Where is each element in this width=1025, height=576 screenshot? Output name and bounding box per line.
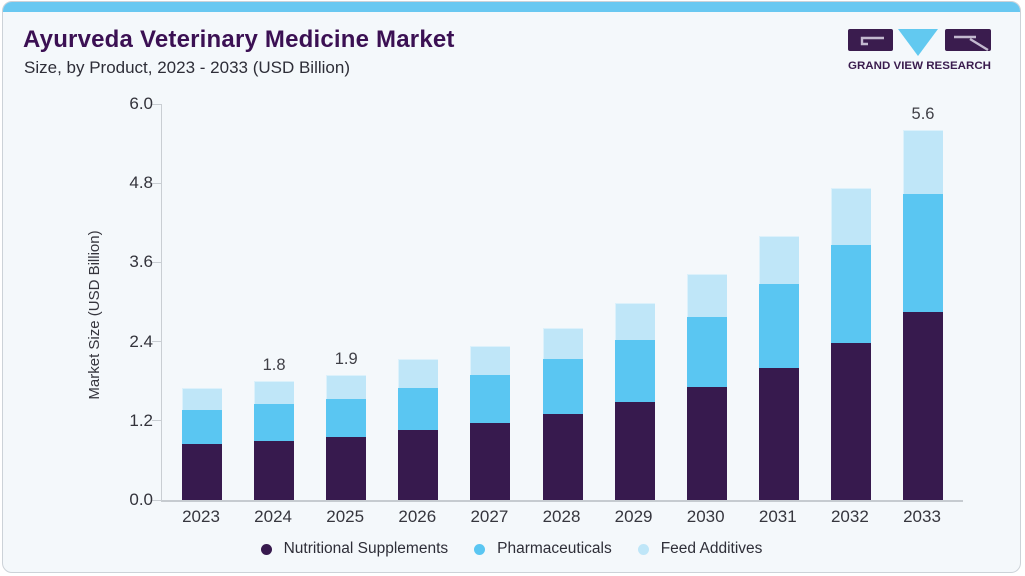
bar-segment-feed-additives-2028 [542, 327, 583, 360]
logo-mark [848, 29, 991, 56]
bar-segment-nutritional-supplements-2023 [182, 443, 222, 500]
bar-segment-pharmaceuticals-2023 [182, 409, 222, 444]
bar-segment-feed-additives-2032 [830, 187, 871, 245]
bar-total-label-2024: 1.8 [262, 356, 286, 375]
legend-dot-icon [260, 543, 272, 555]
bar-total-label-2033: 5.6 [911, 105, 935, 124]
bar-segment-pharmaceuticals-2032 [830, 244, 871, 343]
y-axis-label-2.4: 2.4 [129, 331, 153, 351]
y-axis-label-6.0: 6.0 [129, 94, 153, 113]
legend-label: Nutritional Supplements [283, 540, 449, 557]
x-axis-label-2024: 2024 [254, 507, 292, 526]
bar-segment-nutritional-supplements-2026 [398, 430, 439, 500]
bar-segment-pharmaceuticals-2030 [686, 317, 727, 388]
legend-label: Feed Additives [660, 540, 763, 557]
legend-label: Pharmaceuticals [497, 540, 612, 557]
plot-area: 1.8 1.9 5.6 [152, 103, 963, 502]
y-axis-label-1.2: 1.2 [129, 410, 153, 430]
x-axis-label-2029: 2029 [614, 507, 653, 526]
bar-segment-nutritional-supplements-2032 [830, 342, 871, 500]
bar-segment-feed-additives-2025 [326, 374, 367, 399]
bar-segment-pharmaceuticals-2033 [903, 194, 943, 312]
legend-item-nutritional-supplements: Nutritional Supplements [260, 540, 449, 558]
bar-segment-pharmaceuticals-2027 [470, 374, 511, 423]
bar-segment-pharmaceuticals-2025 [326, 399, 367, 438]
x-axis-label-2023: 2023 [182, 507, 220, 526]
bar-segment-pharmaceuticals-2028 [542, 359, 583, 414]
y-axis-tick-2.4 [152, 341, 161, 343]
y-axis-tick-4.8 [152, 182, 161, 184]
bar-segment-pharmaceuticals-2024 [254, 404, 295, 441]
y-axis-tick-1.2 [152, 420, 161, 422]
y-axis-tick-6.0 [152, 103, 161, 105]
logo-g-block [848, 29, 893, 51]
bar-segment-nutritional-supplements-2029 [614, 401, 655, 500]
x-axis-label-2032: 2032 [830, 507, 869, 526]
bar-segment-nutritional-supplements-2031 [758, 368, 799, 500]
bar-segment-feed-additives-2026 [398, 359, 439, 388]
legend-dot-icon [637, 543, 649, 555]
legend-dot-icon [474, 543, 486, 555]
x-axis-label-2025: 2025 [326, 507, 365, 526]
y-axis-label-3.6: 3.6 [129, 252, 153, 272]
bar-segment-nutritional-supplements-2024 [254, 440, 295, 500]
x-axis-label-2033: 2033 [903, 507, 941, 526]
bar-segment-nutritional-supplements-2033 [903, 311, 943, 500]
bar-segment-feed-additives-2027 [470, 345, 511, 375]
y-axis-label-4.8: 4.8 [129, 173, 153, 193]
bar-segment-nutritional-supplements-2025 [326, 437, 367, 500]
page-subtitle: Size, by Product, 2023 - 2033 (USD Billi… [24, 58, 350, 77]
x-axis-label-2028: 2028 [542, 507, 581, 526]
logo-g-glyph [860, 36, 884, 46]
x-axis-label-2030: 2030 [686, 507, 725, 526]
bar-segment-feed-additives-2029 [614, 303, 655, 341]
y-axis-tick-3.6 [152, 261, 161, 263]
y-axis-label-0.0: 0.0 [129, 490, 153, 509]
bar-segment-feed-additives-2023 [182, 387, 222, 410]
bar-segment-pharmaceuticals-2031 [758, 284, 799, 368]
legend-item-pharmaceuticals: Pharmaceuticals [474, 540, 612, 558]
chart-legend: Nutritional Supplements Pharmaceuticals Fe… [3, 540, 1020, 558]
y-axis-tick-0.0 [152, 499, 161, 501]
bar-segment-feed-additives-2024 [254, 381, 295, 405]
legend-item-feed-additives: Feed Additives [637, 540, 763, 558]
bar-segment-pharmaceuticals-2029 [614, 340, 655, 402]
logo-brand-text: GRAND VIEW RESEARCH [848, 60, 991, 72]
logo-r-glyph [954, 35, 989, 52]
x-axis-label-2027: 2027 [470, 507, 509, 526]
x-axis-label-2026: 2026 [398, 507, 437, 526]
bar-segment-nutritional-supplements-2027 [470, 422, 511, 500]
bar-segment-pharmaceuticals-2026 [398, 387, 439, 430]
x-axis-label-2031: 2031 [758, 507, 797, 526]
bar-segment-feed-additives-2033 [903, 130, 943, 195]
bar-segment-nutritional-supplements-2030 [686, 387, 727, 500]
bar-segment-nutritional-supplements-2028 [542, 413, 583, 500]
bar-total-label-2025: 1.9 [334, 349, 358, 368]
bar-segment-feed-additives-2030 [686, 274, 727, 318]
top-accent-bar [3, 2, 1020, 12]
page-title: Ayurveda Veterinary Medicine Market [23, 26, 455, 53]
bar-segment-feed-additives-2031 [758, 236, 799, 285]
grand-view-research-logo: GRAND VIEW RESEARCH [848, 29, 991, 72]
logo-v-triangle [898, 29, 938, 56]
